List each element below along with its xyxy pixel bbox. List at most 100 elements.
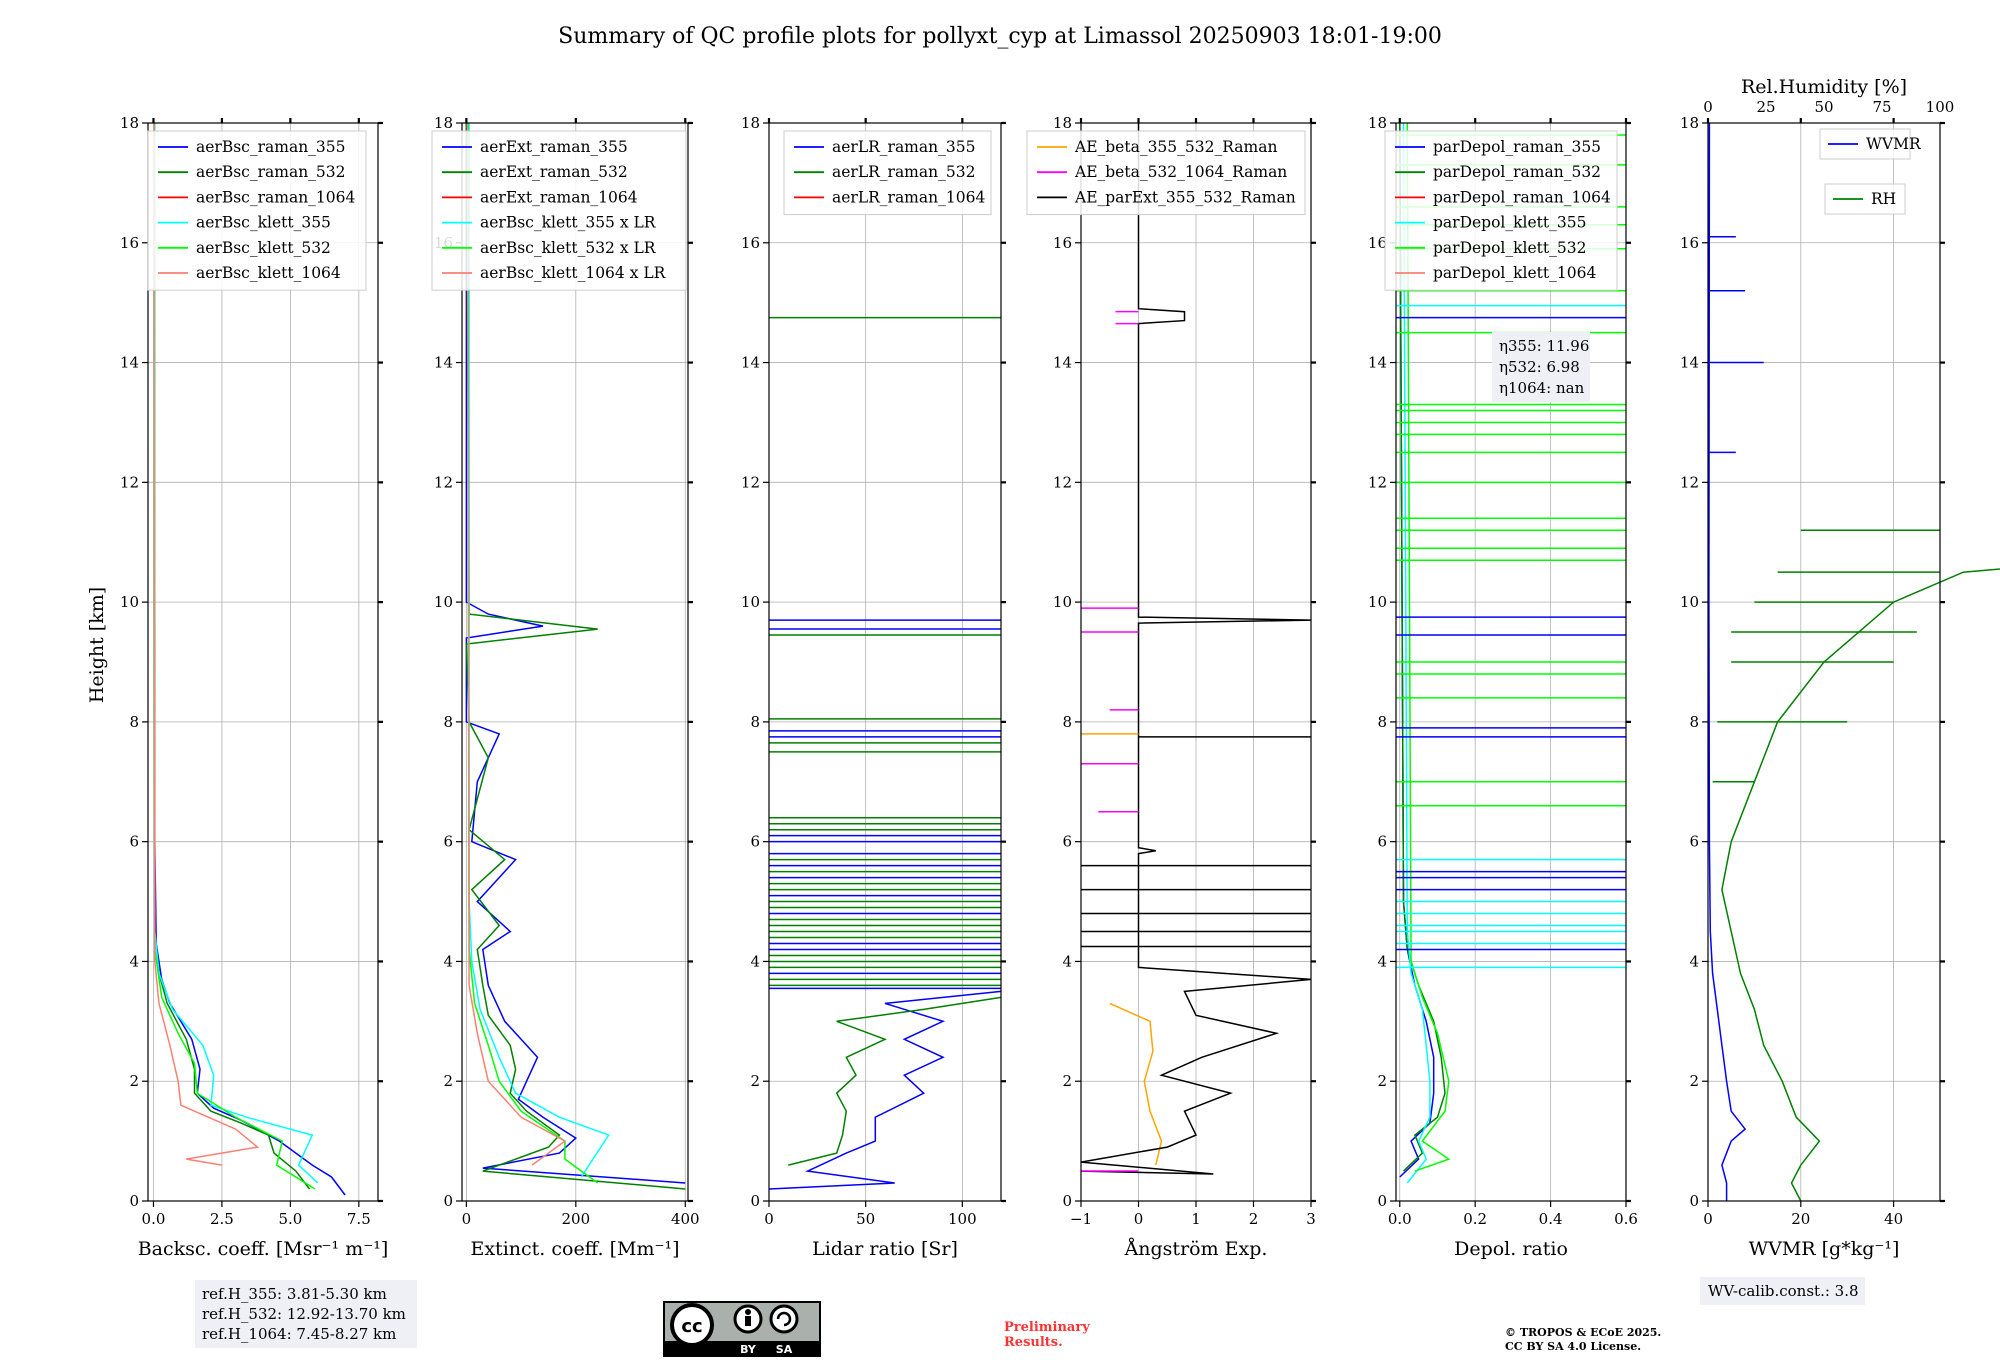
legend-label: aerBsc_klett_355 x LR	[480, 214, 657, 232]
x-tick-label: 0	[1703, 1210, 1713, 1228]
y-tick-label: 10	[741, 593, 760, 611]
x-tick-label: 0.4	[1539, 1210, 1563, 1228]
y-tick-label: 8	[443, 713, 453, 731]
svg-text:SA: SA	[776, 1343, 793, 1356]
legend-label: aerExt_raman_532	[480, 163, 628, 181]
y-tick-label: 4	[443, 952, 453, 970]
x-tick-label: 0.0	[142, 1210, 166, 1228]
series-aerExt_raman_355	[465, 123, 686, 1184]
y-tick-label: 2	[443, 1072, 453, 1090]
x-tick-label: 0	[1134, 1210, 1144, 1228]
wv-calib-constant: WV-calib.const.: 3.8	[1708, 1282, 1859, 1300]
legend-label: aerBsc_klett_532 x LR	[480, 239, 657, 257]
legend-label: parDepol_klett_1064	[1433, 264, 1596, 282]
legend-label: parDepol_raman_1064	[1433, 188, 1611, 206]
y-tick-label: 18	[120, 114, 139, 132]
y-tick-label: 14	[1053, 354, 1072, 372]
legend-label: AE_parExt_355_532_Raman	[1074, 188, 1296, 206]
eta-box: η355: 11.96 η532: 6.98 η1064: nan	[1492, 332, 1590, 402]
panel-2: 0246810121416180200400Extinct. coeff. [M…	[431, 114, 700, 1260]
panel-5: 0 2 4 6 8 10 12 14 16 18 0.0 0.2 0.4 0.6 Depol. ratio p…	[1368, 114, 1638, 1260]
legend-box	[1026, 130, 1306, 216]
series-aerBsc_klett_1064	[153, 122, 260, 1166]
ref-height-box: ref.H_355: 3.81-5.30 km ref.H_532: 12.92…	[195, 1280, 417, 1348]
legend: aerLR_raman_355 aerLR_raman_532 aerLR_rama…	[783, 130, 992, 216]
series-aerLR_raman_532	[788, 996, 1002, 1166]
y-tick-label: 8	[129, 713, 139, 731]
panel-1: 0 2 4 6 8 10 12 14 16 18 0.0 2.5 5.0 7.5 Backsc. coeff…	[120, 114, 388, 1260]
legend-label: WVMR	[1866, 135, 1922, 153]
y-tick-label: 6	[1062, 833, 1072, 851]
y-tick-label: 6	[443, 833, 453, 851]
legend: AE_beta_355_532_Raman AE_beta_532_1064_Ra…	[1026, 130, 1306, 216]
y-tick-label: 18	[741, 114, 760, 132]
x-tick-label: 50	[856, 1210, 875, 1228]
y-axis-label: Height [km]	[86, 587, 108, 703]
x-tick-label: 400	[671, 1210, 700, 1228]
legend-label: aerLR_raman_532	[832, 163, 975, 181]
x-tick-label: 0	[764, 1210, 774, 1228]
y-tick-label: 10	[1680, 593, 1699, 611]
top-x-tick-label: 50	[1814, 98, 1833, 116]
series-aerExt_raman_532	[465, 122, 686, 1190]
y-tick-label: 14	[741, 354, 760, 372]
y-tick-label: 4	[129, 952, 139, 970]
y-tick-label: 0	[1689, 1192, 1699, 1210]
y-tick-label: 14	[120, 354, 139, 372]
y-tick-label: 18	[1368, 114, 1387, 132]
legend-label: RH	[1871, 190, 1896, 208]
series-parDepol_raman_532	[1399, 122, 1446, 1172]
x-tick-label: 3	[1306, 1210, 1316, 1228]
legend-label: aerBsc_klett_355	[196, 214, 331, 232]
top-x-tick-label: 75	[1872, 98, 1891, 116]
eta-355: η355: 11.96	[1499, 337, 1589, 355]
legend-box	[431, 130, 687, 291]
y-tick-label: 0	[1062, 1192, 1072, 1210]
y-tick-label: 14	[1368, 354, 1387, 372]
y-tick-label: 12	[1368, 473, 1387, 491]
x-tick-label: 7.5	[347, 1210, 371, 1228]
x-tick-label: 2.5	[210, 1210, 234, 1228]
y-tick-label: 14	[434, 354, 453, 372]
x-tick-label: 5.0	[278, 1210, 302, 1228]
y-tick-label: 4	[1689, 952, 1699, 970]
series-parDepol_klett_355	[1402, 122, 1431, 1184]
series-aerLR_raman_355	[768, 990, 1002, 1190]
axes-frame	[1395, 122, 1627, 1202]
series-aerBsc_klett_355 x LR	[468, 123, 610, 1178]
y-tick-label: 2	[1377, 1072, 1387, 1090]
top-x-tick-label: 0	[1703, 98, 1713, 116]
legend: aerExt_raman_355 aerExt_raman_532 aerExt_r…	[431, 130, 687, 291]
y-tick-label: 0	[750, 1192, 760, 1210]
legend: aerBsc_raman_355 aerBsc_raman_532 aerBsc_r…	[147, 130, 367, 291]
x-tick-label: 100	[948, 1210, 977, 1228]
x-tick-label: −1	[1070, 1210, 1092, 1228]
y-tick-label: 6	[1689, 833, 1699, 851]
x-tick-label: 40	[1884, 1210, 1903, 1228]
legend-label: aerBsc_klett_1064 x LR	[480, 264, 667, 282]
y-tick-label: 4	[1062, 952, 1072, 970]
x-axis-label: Backsc. coeff. [Msr⁻¹ m⁻¹]	[138, 1238, 389, 1260]
x-tick-label: 20	[1791, 1210, 1810, 1228]
legend-label: aerBsc_raman_532	[196, 163, 346, 181]
y-tick-label: 12	[120, 473, 139, 491]
y-tick-label: 12	[1680, 473, 1699, 491]
preliminary-note: Preliminary Results.	[1004, 1320, 1090, 1350]
axes-frame	[1707, 122, 1941, 1202]
x-tick-label: 200	[562, 1210, 591, 1228]
x-tick-label: 0.0	[1388, 1210, 1412, 1228]
legend-label: parDepol_klett_355	[1433, 214, 1586, 232]
legend-label: aerBsc_klett_1064	[196, 264, 341, 282]
x-axis-label: Lidar ratio [Sr]	[812, 1238, 958, 1260]
y-tick-label: 6	[1377, 833, 1387, 851]
y-tick-label: 18	[434, 114, 453, 132]
y-tick-label: 6	[129, 833, 139, 851]
cc-license-badge: cc BY SA	[663, 1301, 821, 1357]
y-tick-label: 16	[1368, 234, 1387, 252]
legend-label: aerLR_raman_355	[832, 138, 975, 156]
top-x-axis-label: Rel.Humidity [%]	[1741, 76, 1907, 98]
y-tick-label: 12	[741, 473, 760, 491]
